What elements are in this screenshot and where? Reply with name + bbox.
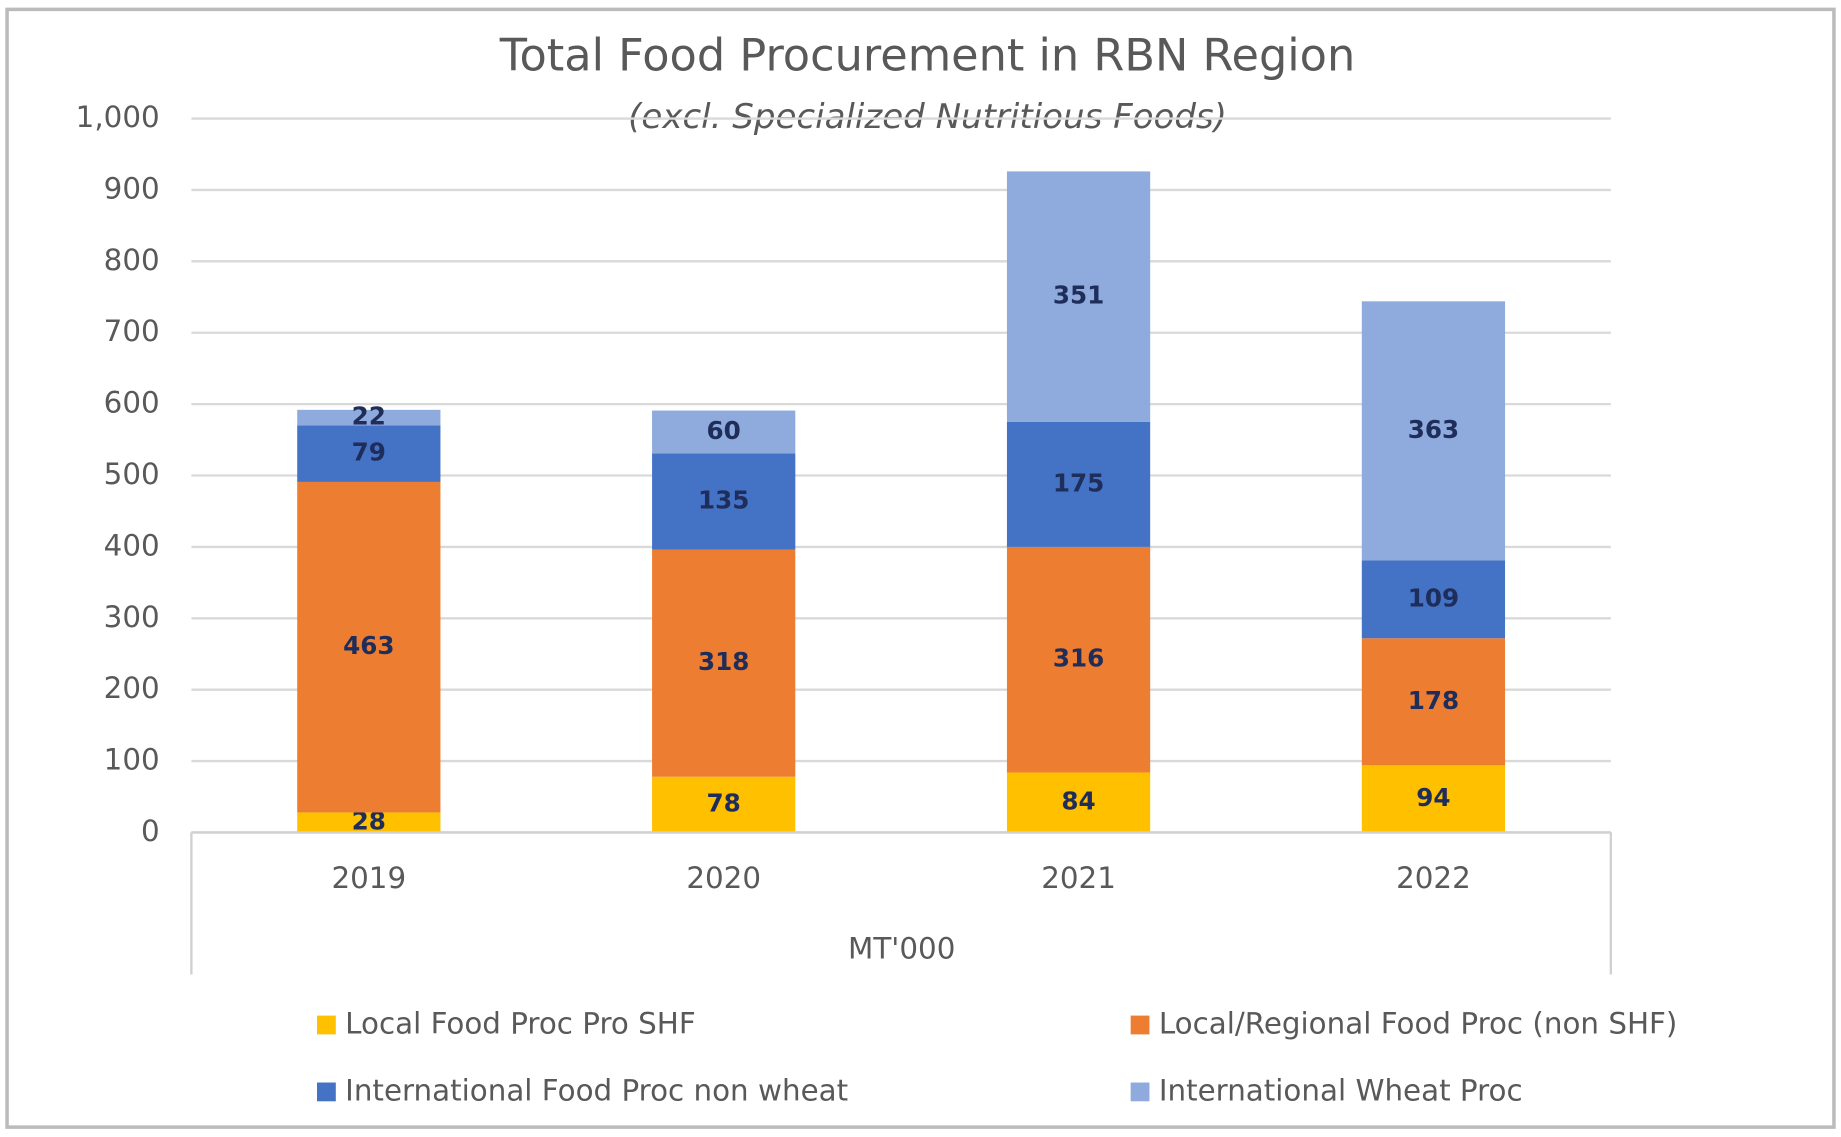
y-tick-label: 1,000: [76, 100, 160, 134]
y-tick-label: 300: [104, 600, 160, 634]
y-tick-label: 500: [104, 457, 160, 491]
legend-swatch: [1130, 1082, 1150, 1102]
legend-swatch: [317, 1015, 336, 1035]
bar-segment: [297, 409, 441, 426]
bar-segment: [652, 549, 796, 777]
legend-label: International Food Proc non wheat: [345, 1073, 848, 1107]
bar-segment: [297, 812, 441, 833]
chart-subtitle: (excl. Specialized Nutritious Foods): [628, 97, 1227, 137]
data-label: 60: [707, 416, 741, 445]
y-tick-label: 900: [104, 171, 160, 205]
bar-segment: [652, 776, 796, 833]
bar-segment: [652, 410, 796, 454]
legend-label: Local/Regional Food Proc (non SHF): [1159, 1006, 1678, 1040]
bar-segment: [297, 425, 441, 482]
x-tick-label: 2022: [1396, 861, 1471, 895]
data-label: 175: [1053, 468, 1104, 497]
y-tick-label: 0: [141, 814, 160, 848]
data-label: 178: [1408, 686, 1459, 715]
bar-segment: [1006, 171, 1151, 422]
y-tick-label: 400: [104, 528, 160, 562]
y-tick-label: 800: [104, 243, 160, 277]
y-tick-label: 200: [104, 671, 160, 705]
y-tick-label: 100: [104, 743, 160, 777]
bar-segment: [652, 453, 796, 550]
data-label: 318: [698, 647, 749, 676]
data-label: 84: [1061, 786, 1095, 815]
legend-swatch: [317, 1082, 336, 1102]
bar-segment: [1006, 546, 1151, 773]
data-label: 78: [707, 789, 741, 818]
data-label: 79: [352, 438, 386, 467]
x-tick-label: 2019: [331, 861, 406, 895]
bar-segment: [297, 481, 441, 813]
legend-label: Local Food Proc Pro SHF: [345, 1006, 696, 1040]
data-label: 109: [1408, 583, 1459, 612]
legend-label: International Wheat Proc: [1159, 1073, 1523, 1107]
legend-swatch: [1130, 1015, 1150, 1035]
bar-segment: [1006, 421, 1151, 547]
chart-title: Total Food Procurement in RBN Region: [499, 30, 1355, 82]
x-axis-label: MT'000: [848, 931, 955, 965]
bar-segment: [1006, 772, 1151, 833]
x-tick-label: 2021: [1041, 861, 1116, 895]
data-label: 316: [1053, 644, 1104, 673]
data-label: 463: [343, 631, 394, 660]
y-tick-label: 600: [104, 386, 160, 420]
bar-segment: [1361, 765, 1506, 833]
data-label: 135: [698, 486, 749, 515]
bar-segment: [1361, 560, 1506, 639]
data-label: 351: [1053, 281, 1104, 310]
data-label: 363: [1408, 415, 1459, 444]
y-tick-label: 700: [104, 314, 160, 348]
data-label: 22: [352, 402, 386, 431]
bar-segment: [1361, 638, 1506, 766]
data-label: 94: [1416, 783, 1450, 812]
x-tick-label: 2020: [686, 861, 761, 895]
bar-segment: [1361, 301, 1506, 561]
